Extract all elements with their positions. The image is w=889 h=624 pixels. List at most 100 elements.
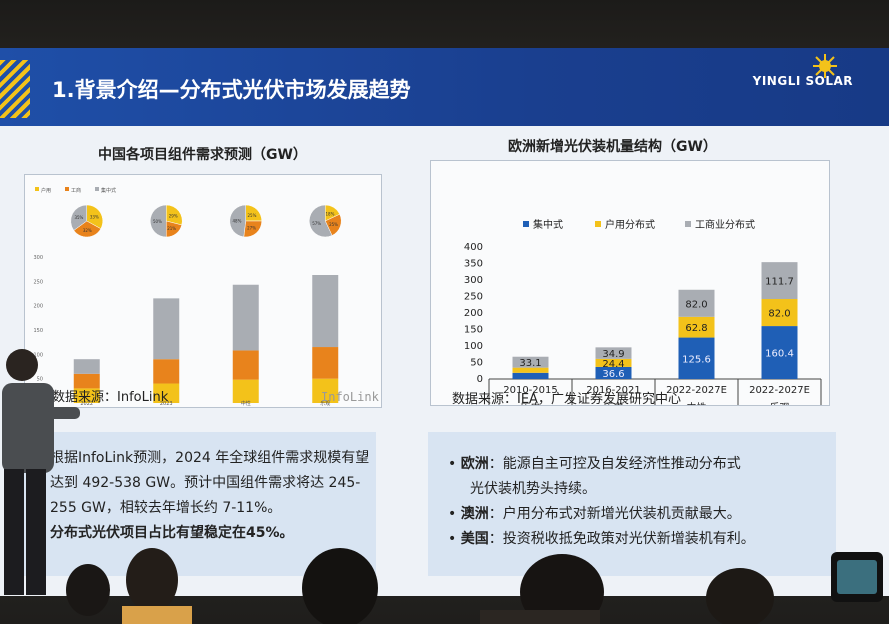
y-tick-label: 100 — [33, 352, 43, 358]
y-tick-label: 350 — [464, 259, 483, 270]
bar-segment — [678, 337, 715, 379]
pie-label: 50% — [153, 219, 162, 224]
bar-segment — [232, 284, 259, 351]
sun-logo-icon — [813, 54, 837, 78]
legend-label: 工商 — [71, 187, 81, 194]
group-label: 乐观 — [770, 402, 790, 405]
bar-segment — [512, 372, 549, 379]
pie-label: 21% — [167, 226, 176, 231]
left-text-line: 达到 492-538 GW。预计中国组件需求将达 245- — [50, 475, 361, 491]
legend-label: 集中式 — [101, 187, 116, 194]
slide-header: 1.背景介绍—分布式光伏市场发展趋势 YINGLI SOLAR — [0, 48, 889, 126]
bar-segment — [153, 383, 180, 403]
china-demand-chart: 户用工商集中式050100150200250300202233%32%35%20… — [33, 187, 380, 407]
right-text-item: • 澳洲：户用分布式对新增光伏装机贡献最大。 — [448, 506, 741, 522]
bar-data-label: 160.4 — [765, 349, 794, 360]
pie-label: 29% — [169, 214, 178, 219]
bar-segment — [761, 299, 798, 327]
bar-segment — [512, 356, 549, 368]
bar-data-label: 33.1 — [519, 358, 541, 369]
bar-segment — [595, 347, 632, 359]
bar-data-label: 82.0 — [685, 299, 707, 310]
y-tick-label: 200 — [464, 308, 483, 319]
bar-segment — [312, 347, 339, 379]
bar-data-label: 111.7 — [765, 277, 794, 288]
y-tick-label: 0 — [477, 374, 483, 385]
bar-data-label: 24.4 — [602, 359, 624, 370]
y-tick-label: 250 — [464, 292, 483, 303]
pie-slice — [150, 204, 167, 238]
infolink-watermark: InfoLink — [321, 390, 380, 404]
pie-label: 18% — [326, 212, 335, 217]
x-tick-label: 乐观 — [320, 400, 330, 407]
left-text-line: 255 GW，相较去年增长约 7-11%。 — [50, 500, 282, 516]
europe-install-chart: 集中式 户用分布式 工商业分布式 0 50 100 150 200 250 300 350 400 33… — [464, 218, 822, 417]
bar-data-label: 62.8 — [685, 323, 707, 334]
right-chart-box: 集中式 户用分布式 工商业分布式 0 50 100 150 200 250 300 350 400 33… — [430, 160, 830, 417]
x-tick-label: 2023 — [160, 401, 173, 407]
phone-camera — [831, 552, 883, 602]
legend-swatch — [65, 187, 69, 191]
y-tick-label: 50 — [470, 358, 483, 369]
pie-slice — [243, 220, 263, 238]
pie-label: 35% — [74, 215, 83, 220]
y-tick-label: 150 — [33, 328, 43, 334]
y-tick-label: 150 — [464, 325, 483, 336]
audience-heads — [66, 548, 774, 624]
bar-segment — [678, 289, 715, 317]
bar-segment — [232, 379, 259, 403]
bar-segment — [153, 359, 180, 384]
y-tick-label: 300 — [464, 275, 483, 286]
y-tick-label: 200 — [33, 304, 43, 310]
legend-label: 户用 — [41, 187, 51, 194]
left-source: 数据来源：InfoLink — [52, 390, 169, 405]
projection-screen: 1.背景介绍—分布式光伏市场发展趋势 YINGLI SOLAR 中国各项目组件需… — [0, 48, 889, 596]
bar-segment — [73, 373, 100, 389]
legend-label: 集中式 — [533, 218, 563, 231]
y-tick-label: 400 — [464, 242, 483, 253]
bar-segment — [678, 316, 715, 338]
bar-segment — [761, 262, 798, 300]
pie-label: 27% — [247, 226, 256, 231]
legend-swatch — [523, 221, 529, 227]
bar-segment — [232, 350, 259, 380]
bar-segment — [595, 366, 632, 379]
left-text-box: 根据InfoLink预测，2024 年全球组件需求规模有望 达到 492-538… — [20, 432, 376, 576]
bar-data-label: 36.6 — [602, 369, 624, 380]
right-source: 数据来源：IEA，广发证券发展研究中心 — [452, 392, 681, 407]
x-tick-label: 2010-2015 — [503, 385, 558, 396]
right-text-item: • 美国：投资税收抵免政策对光伏新增装机有利。 — [448, 531, 755, 547]
bar-segment — [312, 378, 339, 403]
pie-slice — [166, 204, 183, 226]
left-chart-title: 中国各项目组件需求预测（GW） — [98, 147, 307, 163]
pie-slice — [73, 220, 102, 238]
left-text-line: 根据InfoLink预测，2024 年全球组件需求规模有望 — [50, 450, 370, 466]
right-text-item: 光伏装机势头持续。 — [470, 481, 596, 497]
pie-slice — [229, 204, 246, 238]
presenter-figure — [2, 349, 80, 595]
right-chart-title: 欧洲新增光伏装机量结构（GW） — [508, 139, 717, 155]
pie-label: 57% — [312, 221, 321, 226]
y-tick-label: 250 — [33, 279, 43, 285]
legend-swatch — [595, 221, 601, 227]
bar-segment — [312, 275, 339, 348]
pie-label: 33% — [90, 215, 99, 220]
x-tick-label: 2022 — [80, 401, 93, 407]
x-tick-label: 中性 — [241, 400, 251, 407]
bar-segment — [153, 298, 180, 360]
brand-logo-text: YINGLI SOLAR — [752, 74, 853, 88]
y-tick-label: 50 — [37, 377, 43, 383]
y-tick-label: 100 — [464, 341, 483, 352]
right-text-item: • 欧洲：能源自主可控及自发经济性推动分布式 — [448, 456, 741, 472]
legend-swatch — [35, 187, 39, 191]
bar-data-label: 82.0 — [768, 309, 790, 320]
bar-segment — [73, 388, 100, 403]
pie-label: 25% — [248, 213, 257, 218]
legend-swatch — [685, 221, 691, 227]
pie-slice — [86, 204, 103, 230]
bar-data-label: 125.6 — [682, 354, 711, 365]
right-text-box: • 欧洲：能源自主可控及自发经济性推动分布式 光伏装机势头持续。 • 澳洲：户用… — [428, 432, 836, 576]
group-label: 中性 — [687, 401, 707, 405]
slide-title: 1.背景介绍—分布式光伏市场发展趋势 — [52, 78, 411, 102]
